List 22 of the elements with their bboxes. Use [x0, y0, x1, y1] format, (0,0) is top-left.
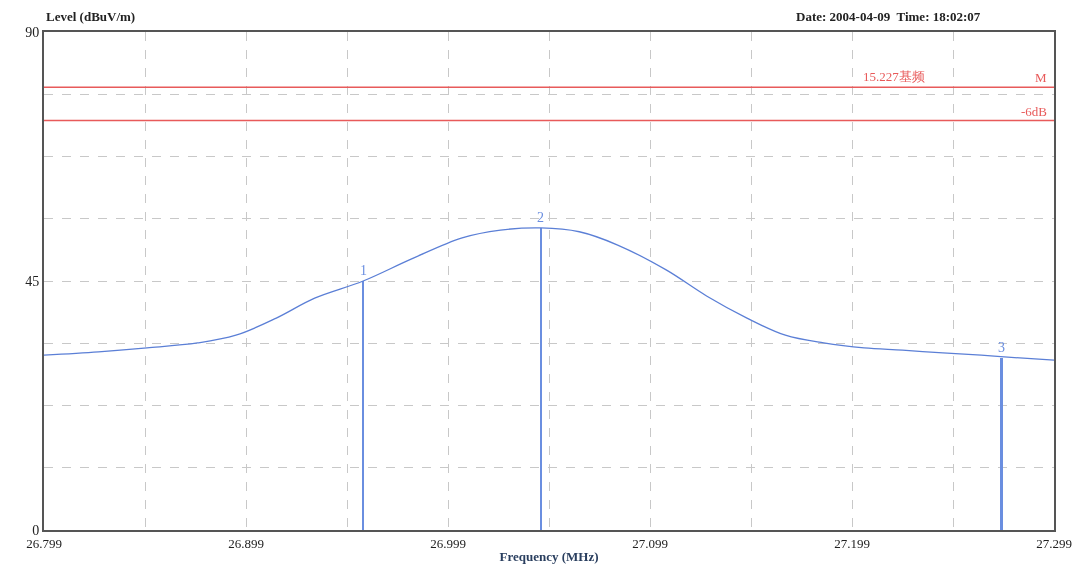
x-tick-label: 27.099	[632, 535, 668, 551]
x-tick-label: 27.199	[834, 535, 870, 551]
x-axis-title: Frequency (MHz)	[499, 548, 599, 564]
y-tick-label: 0	[32, 522, 40, 538]
text: Date: 2004-04-09 Time: 18:02:07	[796, 9, 981, 24]
x-tick-label: 27.299	[1036, 535, 1072, 551]
annotation: 1	[360, 263, 367, 278]
annotation: 2	[537, 210, 544, 225]
ref-line-label: -6dB	[1021, 104, 1048, 119]
ref-line-label: M	[1035, 70, 1047, 85]
bar	[1000, 358, 1003, 530]
x-tick-label: 26.899	[228, 535, 264, 551]
y-tick-label: 45	[25, 273, 40, 289]
x-tick-label: 26.799	[26, 535, 62, 551]
bar	[362, 281, 364, 530]
bar	[540, 228, 542, 530]
y-axis-title: Level (dBuV/m)	[46, 9, 136, 24]
line-series	[44, 227, 1054, 361]
annotation: 3	[998, 340, 1005, 355]
x-tick-label: 26.999	[430, 535, 466, 551]
annotation: 15.227基频	[863, 69, 925, 84]
y-tick-label: 90	[25, 24, 40, 40]
